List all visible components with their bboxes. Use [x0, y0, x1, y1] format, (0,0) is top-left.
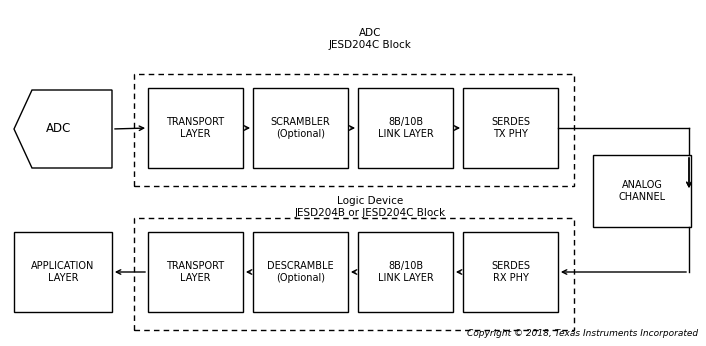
Bar — [134, 74, 574, 186]
Text: TRANSPORT
LAYER: TRANSPORT LAYER — [167, 117, 225, 139]
Bar — [463, 232, 558, 312]
Bar — [14, 232, 112, 312]
Text: ADC
JESD204C Block: ADC JESD204C Block — [328, 28, 412, 49]
Text: Logic Device
JESD204B or JESD204C Block: Logic Device JESD204B or JESD204C Block — [294, 196, 445, 218]
Text: DESCRAMBLE
(Optional): DESCRAMBLE (Optional) — [267, 261, 334, 283]
Bar — [253, 232, 348, 312]
Text: 8B/10B
LINK LAYER: 8B/10B LINK LAYER — [378, 117, 433, 139]
Bar — [134, 218, 574, 330]
Text: SERDES
RX PHY: SERDES RX PHY — [491, 261, 530, 283]
Text: ADC: ADC — [45, 122, 71, 136]
Bar — [358, 232, 453, 312]
Bar — [148, 232, 243, 312]
Bar — [148, 88, 243, 168]
Text: APPLICATION
LAYER: APPLICATION LAYER — [31, 261, 95, 283]
Bar — [358, 88, 453, 168]
Bar — [253, 88, 348, 168]
Text: Copyright © 2018, Texas Instruments Incorporated: Copyright © 2018, Texas Instruments Inco… — [467, 329, 698, 338]
Text: TRANSPORT
LAYER: TRANSPORT LAYER — [167, 261, 225, 283]
Text: SERDES
TX PHY: SERDES TX PHY — [491, 117, 530, 139]
Bar — [463, 88, 558, 168]
Text: SCRAMBLER
(Optional): SCRAMBLER (Optional) — [270, 117, 330, 139]
Bar — [593, 155, 691, 227]
Polygon shape — [14, 90, 112, 168]
Text: ANALOG
CHANNEL: ANALOG CHANNEL — [618, 180, 666, 202]
Text: 8B/10B
LINK LAYER: 8B/10B LINK LAYER — [378, 261, 433, 283]
